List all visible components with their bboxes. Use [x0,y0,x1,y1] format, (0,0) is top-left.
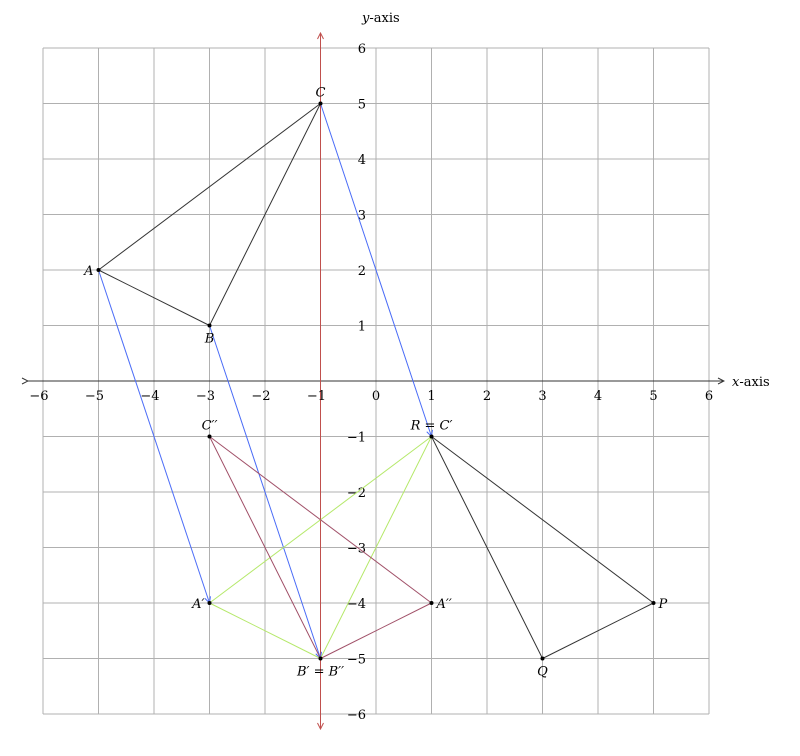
point-label-App: A′′ [436,597,452,612]
point-P [651,601,656,605]
point-Ap [207,601,212,605]
point-C [318,101,323,106]
y-tick-label: 1 [358,320,366,335]
segment-Cp-Q [431,436,543,659]
x-tick-label: −5 [85,389,104,404]
x-tick-label: −4 [140,389,159,404]
y-tick-label: −3 [347,542,366,557]
point-label-Bp: B′ = B′′ [296,665,344,680]
x-tick-label: 3 [538,389,546,404]
segment-Q-P [542,602,654,659]
point-App [429,601,434,605]
point-Q [540,656,545,661]
y-tick-label: 6 [358,42,366,57]
point-label-Cpp: C′′ [202,419,218,434]
segment-Cpp-Bp [209,436,321,659]
point-label-Ap: A′ [191,597,204,612]
segment-A-C [98,103,321,271]
point-label-Q: Q [537,665,548,680]
x-tick-label: 2 [483,389,491,404]
point-Cp [429,434,434,439]
segment-Ap-Bp [209,602,321,659]
point-B [207,323,212,328]
y-axis-label: y-axis [361,11,400,26]
point-label-A: A [83,264,93,279]
segments [98,103,654,659]
y-tick-label: −1 [347,431,366,446]
point-label-B: B [204,332,215,347]
x-tick-label: 6 [705,389,713,404]
y-tick-label: −6 [347,708,366,723]
point-A [96,268,101,272]
x-tick-label: −2 [251,389,270,404]
x-tick-label: −1 [307,389,326,404]
segment-Bp-App [320,602,432,659]
y-tick-label: 3 [358,209,366,224]
segment-Cp-P [431,436,654,604]
y-tick-label: 5 [358,98,366,113]
x-tick-label: −6 [29,389,48,404]
y-tick-label: 4 [358,153,366,168]
point-label-Cp: R = C′ [410,419,453,434]
point-Cpp [207,434,212,439]
point-label-C: C [316,86,326,101]
x-tick-label: 5 [649,389,657,404]
x-axis-label: x-axis [732,375,770,390]
segment-C-Cp [320,103,432,437]
y-tick-label: −5 [347,653,366,668]
y-tick-label: 2 [358,264,366,279]
segment-C-B [209,103,321,326]
x-tick-label: 0 [372,389,380,404]
point-Bp [318,656,323,661]
x-tick-label: 1 [427,389,435,404]
segment-A-Ap [98,269,210,603]
segment-Bp-Cp [320,436,432,659]
point-label-P: P [658,597,668,612]
points: A B C A′ B′ = B′′ R = C′ A′′ C′′ P Q [83,86,667,680]
y-tick-label: −4 [347,597,366,612]
x-tick-label: 4 [594,389,602,404]
segment-B-Bp [209,325,321,659]
x-tick-label: −3 [196,389,215,404]
segment-Cpp-App [209,436,432,604]
segment-B-A [98,269,210,326]
